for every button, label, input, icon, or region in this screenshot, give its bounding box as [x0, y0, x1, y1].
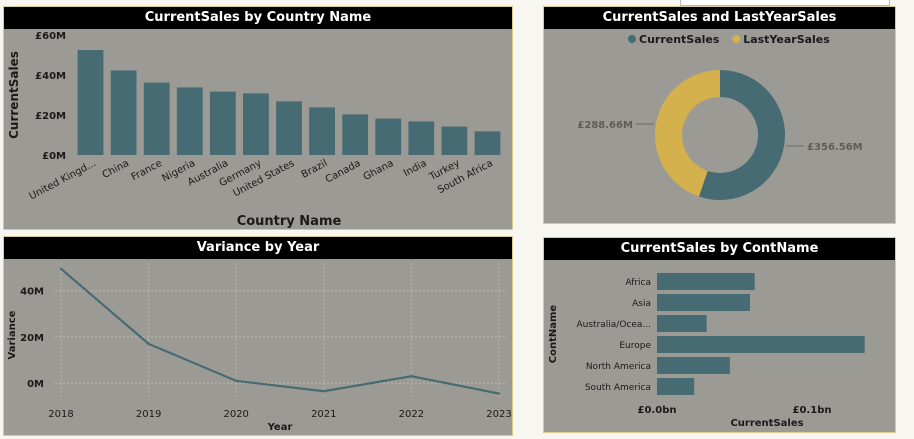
- data-label: £288.66M: [577, 120, 633, 131]
- data-point: [322, 390, 325, 393]
- y-axis-label: Variance: [7, 310, 18, 359]
- y-tick-label: Europe: [619, 341, 651, 351]
- donut-slice: [655, 70, 720, 197]
- bar: [474, 131, 501, 155]
- x-axis-label: Year: [267, 422, 293, 433]
- bar: [110, 70, 137, 155]
- x-tick-label: 2023: [486, 409, 511, 420]
- country-chart-title: CurrentSales by Country Name: [4, 7, 512, 29]
- x-tick-label: 2022: [399, 409, 424, 420]
- country-sales-panel: CurrentSales by Country Name £0M £20M £40M…: [3, 6, 513, 230]
- y-tick-label: 40M: [20, 287, 44, 298]
- x-tick-label: France: [130, 158, 165, 183]
- y-tick-label: £20M: [35, 111, 66, 122]
- country-bar-chart: £0M £20M £40M £60M United Kingd... ChinaFranc…: [7, 31, 501, 229]
- legend-swatch: [732, 35, 741, 43]
- continent-chart-title: CurrentSales by ContName: [544, 238, 895, 260]
- x-tick-label: 2018: [48, 409, 73, 420]
- filter-dropdown-stub[interactable]: [680, 0, 890, 6]
- bar: [408, 121, 435, 155]
- x-tick-label: 2021: [311, 409, 336, 420]
- bar: [309, 107, 335, 155]
- x-tick-label: 2020: [223, 409, 248, 420]
- x-tick-label: United Kingd...: [27, 158, 97, 202]
- data-label: £356.56M: [807, 142, 863, 153]
- donut-chart-title: CurrentSales and LastYearSales: [544, 7, 895, 29]
- variance-line-chart: 0M 20M 40M 2018 2019 2020 2021 2022 2023 Variance…: [7, 263, 512, 433]
- bar: [657, 336, 865, 353]
- bar: [209, 91, 236, 155]
- bar: [657, 357, 730, 374]
- sales-donut-chart: CurrentSales LastYearSales £356.56M £288.66…: [577, 33, 863, 201]
- x-tick-label: Ghana: [362, 158, 396, 183]
- x-tick-label: £0.0bn: [638, 405, 677, 416]
- bar: [657, 273, 755, 290]
- y-tick-label: North America: [586, 362, 651, 372]
- x-tick-label: Canada: [324, 158, 363, 186]
- y-tick-label: Australia/Ocea...: [576, 320, 651, 330]
- donut-slice: [698, 70, 785, 201]
- bar: [243, 93, 269, 155]
- continent-panel: CurrentSales by ContName Africa Asia Austr…: [543, 237, 896, 433]
- bar: [276, 101, 302, 155]
- data-point: [147, 342, 150, 346]
- data-point: [497, 392, 501, 395]
- bar: [176, 87, 203, 155]
- x-tick-label: India: [402, 158, 429, 179]
- x-axis-label: CurrentSales: [730, 418, 803, 429]
- bar: [77, 50, 104, 155]
- bar: [657, 378, 695, 395]
- y-tick-label: £60M: [35, 31, 66, 42]
- y-tick-label: £40M: [35, 71, 66, 82]
- bar: [375, 118, 402, 155]
- variance-chart-title: Variance by Year: [4, 237, 512, 259]
- y-axis-label: CurrentSales: [7, 51, 21, 139]
- donut-panel: CurrentSales and LastYearSales CurrentSa…: [543, 6, 896, 224]
- y-tick-label: South America: [585, 383, 651, 393]
- y-tick-label: 20M: [20, 333, 44, 344]
- y-axis-label: ContName: [548, 305, 559, 364]
- series-line: [60, 267, 500, 395]
- bar: [342, 114, 369, 155]
- x-tick-label: 2019: [136, 409, 161, 420]
- variance-panel: Variance by Year 0M 20M 40M 2018 2019 2020 202…: [3, 236, 513, 436]
- legend-swatch: [628, 35, 636, 43]
- x-tick-label: £0.1bn: [793, 405, 832, 416]
- data-point: [410, 375, 413, 378]
- bar: [441, 126, 468, 155]
- x-axis-label: Country Name: [237, 214, 342, 229]
- y-tick-label: £0M: [42, 151, 66, 162]
- bar: [657, 315, 707, 332]
- continent-bar-chart: Africa Asia Australia/Ocea... Europe North A…: [548, 273, 865, 429]
- legend-label: CurrentSales: [639, 33, 720, 46]
- x-tick-label: China: [101, 158, 131, 181]
- data-point: [235, 379, 238, 383]
- y-tick-label: 0M: [27, 379, 44, 390]
- y-tick-label: Asia: [632, 299, 651, 309]
- legend-label: LastYearSales: [743, 33, 830, 46]
- bar: [143, 82, 170, 155]
- y-tick-label: Africa: [625, 278, 651, 288]
- data-point: [59, 267, 63, 270]
- bar: [657, 294, 750, 311]
